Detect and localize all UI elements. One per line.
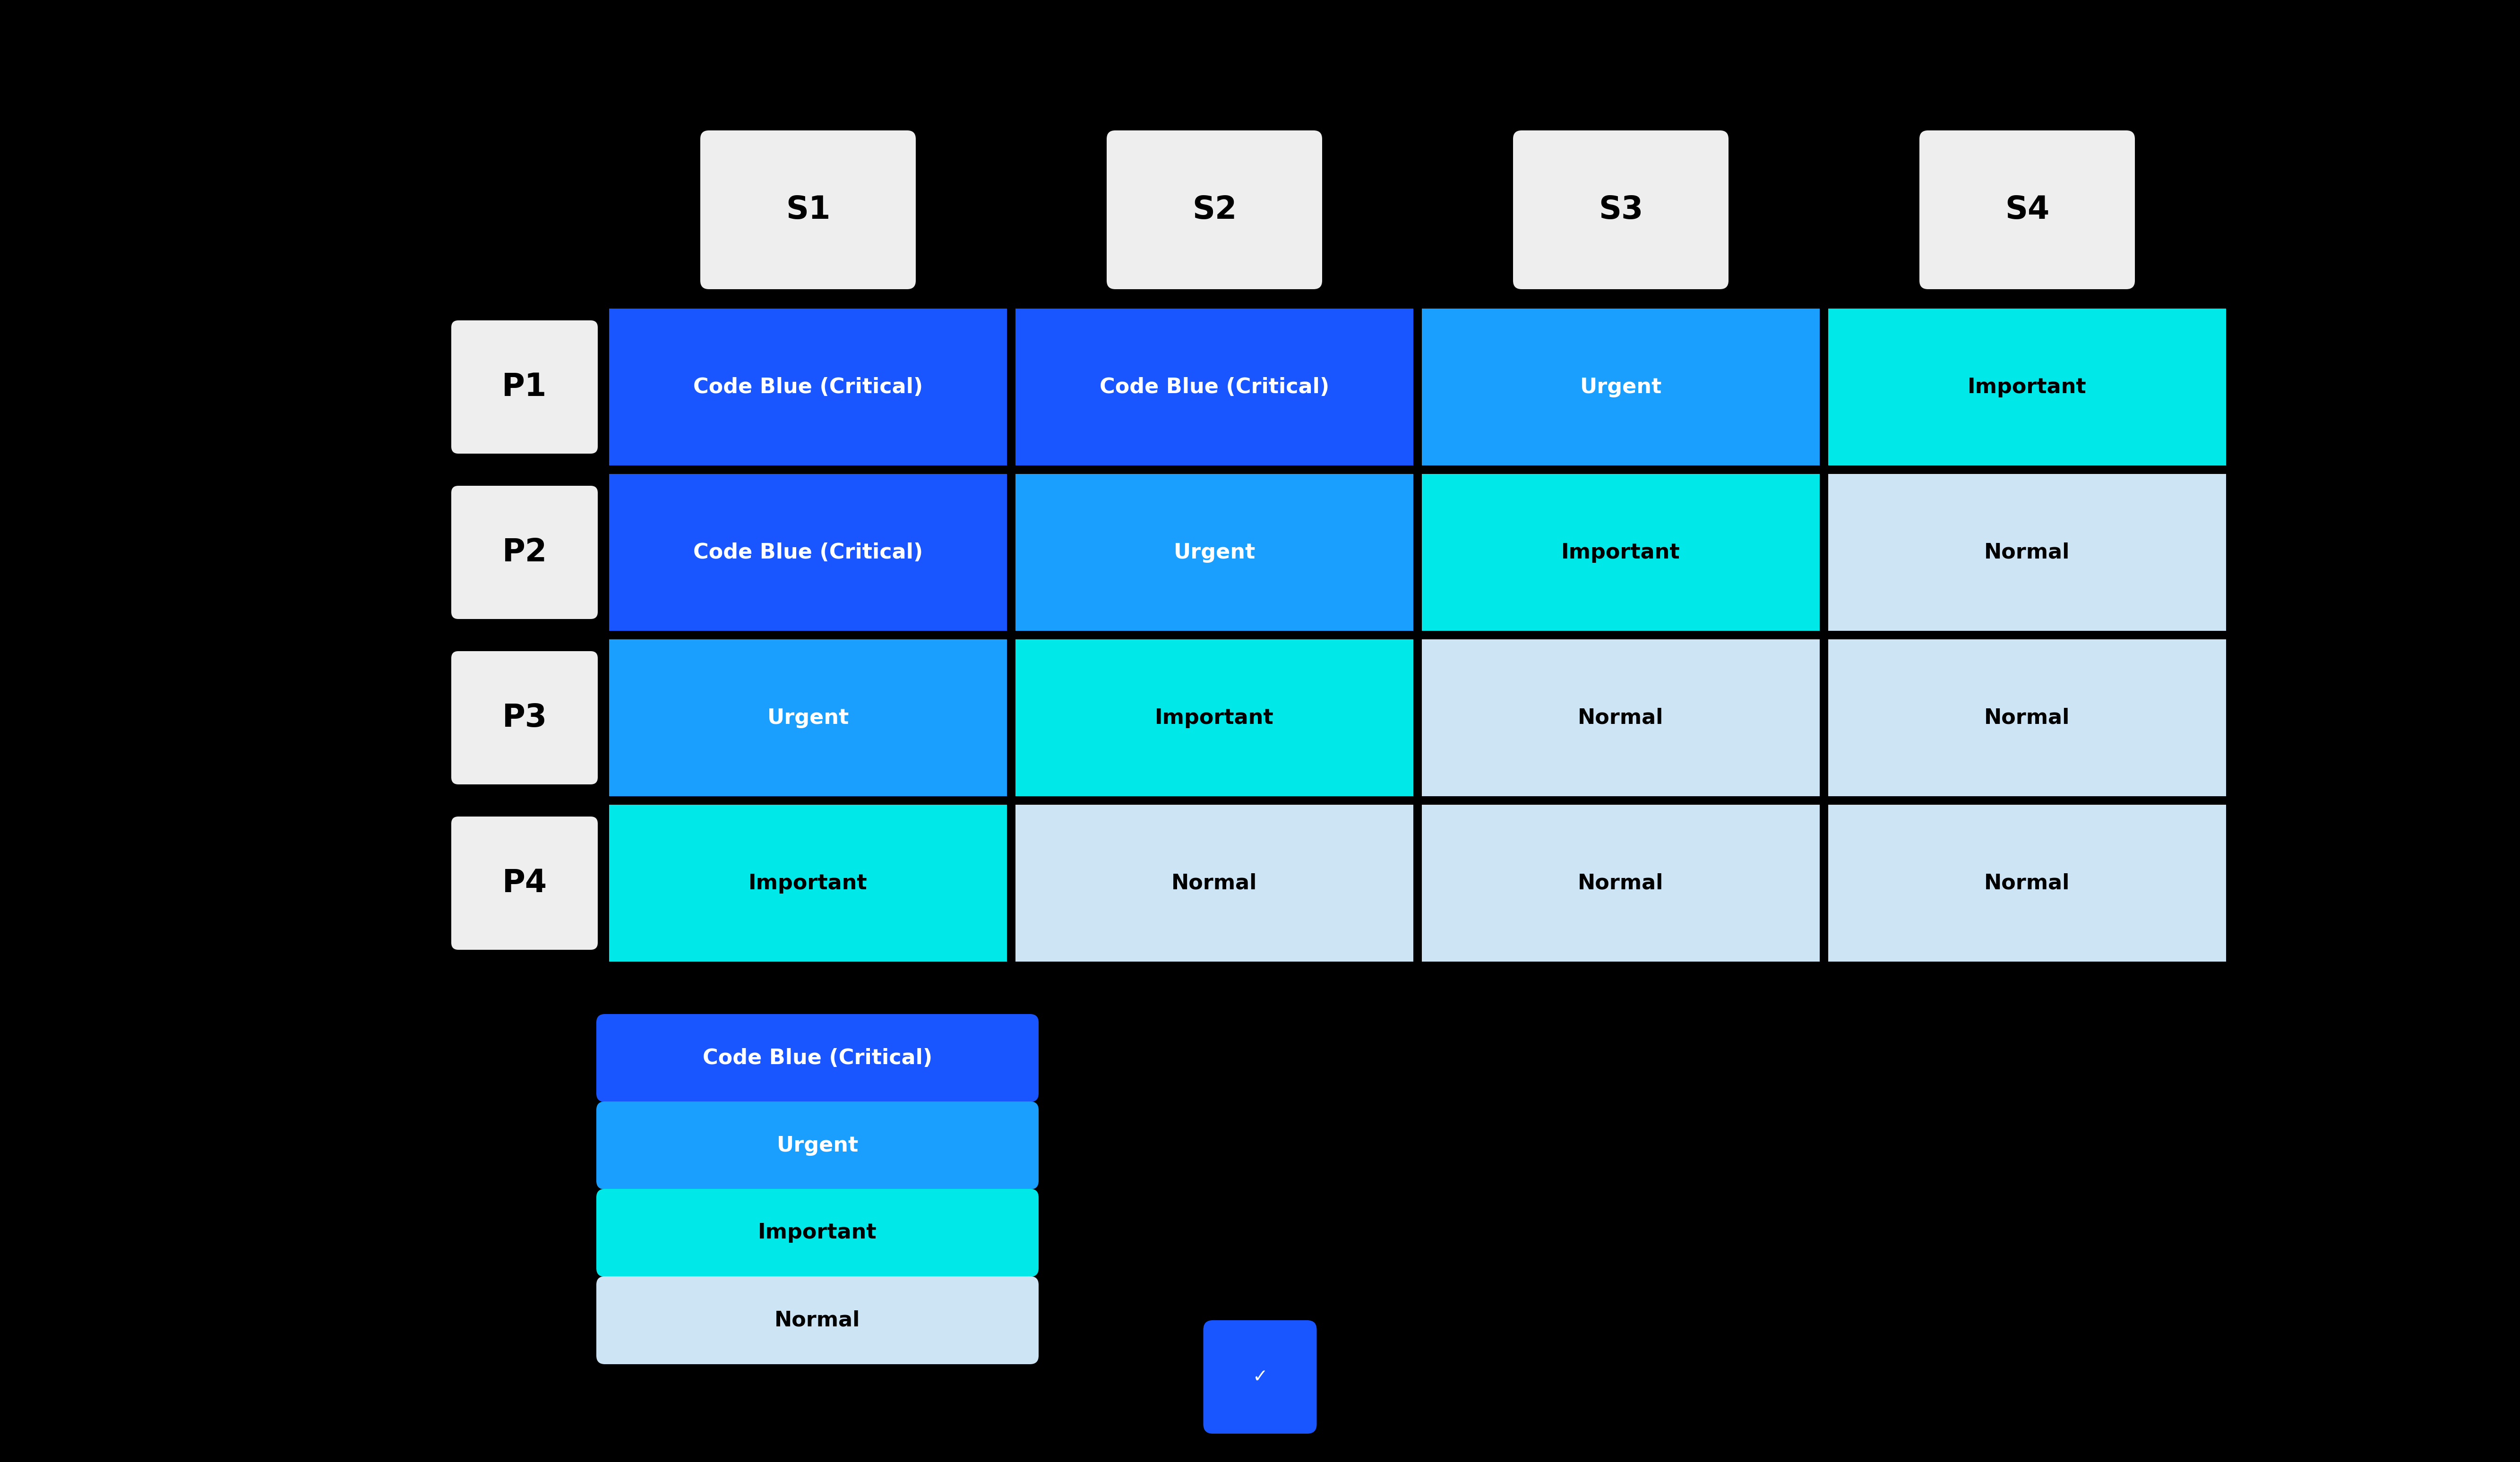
Bar [1421,639,1819,797]
Text: Important: Important [748,873,867,893]
Text: Important: Important [1562,542,1681,563]
Text: Important: Important [1154,708,1273,728]
Text: Normal: Normal [774,1310,859,1330]
FancyBboxPatch shape [451,817,597,950]
Text: Code Blue (Critical): Code Blue (Critical) [693,377,922,398]
Text: S1: S1 [786,194,832,225]
Bar [1421,804,1819,962]
Text: P2: P2 [501,537,547,567]
Text: Important: Important [759,1222,877,1243]
FancyBboxPatch shape [1920,130,2134,289]
FancyBboxPatch shape [451,651,597,785]
Bar [1827,804,2225,962]
Text: Code Blue (Critical): Code Blue (Critical) [693,542,922,563]
Text: S2: S2 [1192,194,1237,225]
Text: Normal: Normal [1983,542,2069,563]
Text: Urgent: Urgent [1174,542,1255,563]
FancyBboxPatch shape [1106,130,1323,289]
FancyBboxPatch shape [1202,1320,1318,1434]
Text: Normal: Normal [1578,873,1663,893]
Text: S4: S4 [2006,194,2049,225]
FancyBboxPatch shape [597,1189,1038,1276]
Text: P1: P1 [501,371,547,402]
Bar [1016,474,1414,630]
Text: S3: S3 [1598,194,1643,225]
Bar [1827,308,2225,465]
FancyBboxPatch shape [597,1015,1038,1102]
Text: Urgent: Urgent [1580,377,1661,398]
Text: ✓: ✓ [1252,1368,1268,1386]
FancyBboxPatch shape [701,130,915,289]
Text: P4: P4 [501,867,547,899]
Bar [1016,804,1414,962]
Text: P3: P3 [501,702,547,734]
Text: Normal: Normal [1578,708,1663,728]
FancyBboxPatch shape [597,1101,1038,1190]
Bar [610,474,1008,630]
Text: Code Blue (Critical): Code Blue (Critical) [703,1048,932,1069]
Bar [1016,308,1414,465]
Bar [1421,474,1819,630]
FancyBboxPatch shape [597,1276,1038,1364]
Bar [1827,474,2225,630]
Text: Urgent: Urgent [766,708,849,728]
Bar [610,308,1008,465]
FancyBboxPatch shape [451,485,597,618]
FancyBboxPatch shape [1512,130,1729,289]
Text: Normal: Normal [1983,873,2069,893]
Text: Important: Important [1968,377,2087,398]
Text: Normal: Normal [1983,708,2069,728]
Text: Normal: Normal [1172,873,1257,893]
Bar [1016,639,1414,797]
Bar [1827,639,2225,797]
Bar [610,639,1008,797]
Text: Urgent: Urgent [776,1136,859,1155]
Bar [610,804,1008,962]
FancyBboxPatch shape [451,320,597,453]
Text: Code Blue (Critical): Code Blue (Critical) [1099,377,1328,398]
Bar [1421,308,1819,465]
